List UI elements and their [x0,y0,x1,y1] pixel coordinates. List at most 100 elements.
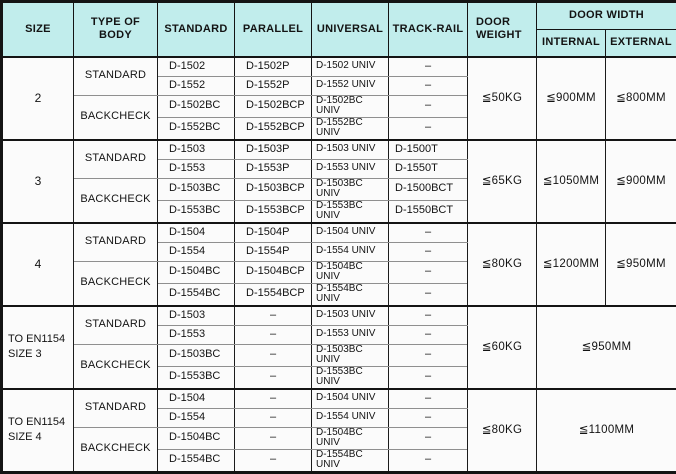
size-cell: 3 [2,140,74,223]
door-width-cell: ≦950MM [537,306,676,389]
track-rail-cell: – [389,57,468,77]
door-width-cell: ≦1100MM [537,389,676,473]
internal-width-cell: ≦1200MM [537,223,606,306]
parallel-model-cell: – [235,366,312,389]
standard-model-cell: D-1503 [158,140,235,160]
header-size: SIZE [2,2,74,57]
size-cell: 4 [2,223,74,306]
track-rail-cell: – [389,366,468,389]
internal-width-cell: ≦1050MM [537,140,606,223]
parallel-model-cell: D-1502P [235,57,312,77]
table-header: SIZE TYPE OF BODY STANDARD PARALLEL UNIV… [2,2,676,57]
track-rail-cell: – [389,223,468,243]
table-row: TO EN1154 SIZE 3 STANDARD D-1503 – D-150… [2,306,676,326]
standard-model-cell: D-1503 [158,306,235,326]
universal-model-cell: D-1503 UNIV [312,306,389,326]
track-rail-cell: D-1500BCT [389,178,468,200]
table-row: 2 STANDARD D-1502 D-1502P D-1502 UNIV – … [2,57,676,77]
body-type-cell: STANDARD [74,223,158,262]
parallel-model-cell: D-1554BCP [235,283,312,306]
parallel-model-cell: D-1552P [235,76,312,95]
universal-model-cell: D-1552BC UNIV [312,117,389,140]
body-type-cell: STANDARD [74,140,158,179]
track-rail-cell: – [389,344,468,366]
standard-model-cell: D-1553 [158,159,235,178]
universal-model-cell: D-1502 UNIV [312,57,389,77]
standard-model-cell: D-1504 [158,223,235,243]
header-door-weight: DOOR WEIGHT [468,2,537,57]
track-rail-cell: – [389,283,468,306]
universal-model-cell: D-1503 UNIV [312,140,389,160]
parallel-model-cell: D-1502BCP [235,95,312,117]
standard-model-cell: D-1554 [158,408,235,427]
track-rail-cell: D-1550BCT [389,200,468,223]
track-rail-cell: – [389,261,468,283]
header-parallel: PARALLEL [235,2,312,57]
door-weight-cell: ≦65KG [468,140,537,223]
standard-model-cell: D-1552 [158,76,235,95]
universal-model-cell: D-1552 UNIV [312,76,389,95]
header-universal: UNIVERSAL [312,2,389,57]
size-cell: TO EN1154 SIZE 4 [2,389,74,473]
standard-model-cell: D-1502 [158,57,235,77]
parallel-model-cell: – [235,408,312,427]
spec-sheet: SIZE TYPE OF BODY STANDARD PARALLEL UNIV… [0,0,676,432]
universal-model-cell: D-1503BC UNIV [312,344,389,366]
standard-model-cell: D-1504BC [158,261,235,283]
track-rail-cell: – [389,117,468,140]
external-width-cell: ≦900MM [606,140,676,223]
track-rail-cell: – [389,449,468,472]
size-cell: 2 [2,57,74,140]
body-type-cell: BACKCHECK [74,95,158,140]
door-weight-cell: ≦80KG [468,389,537,473]
standard-model-cell: D-1504 [158,389,235,409]
standard-model-cell: D-1504BC [158,427,235,449]
header-track-rail: TRACK-RAIL [389,2,468,57]
body-type-cell: BACKCHECK [74,178,158,223]
universal-model-cell: D-1504BC UNIV [312,427,389,449]
parallel-model-cell: D-1554P [235,242,312,261]
track-rail-cell: – [389,95,468,117]
parallel-model-cell: D-1503P [235,140,312,160]
standard-model-cell: D-1554BC [158,283,235,306]
parallel-model-cell: – [235,449,312,472]
parallel-model-cell: – [235,389,312,409]
universal-model-cell: D-1554BC UNIV [312,283,389,306]
parallel-model-cell: D-1504P [235,223,312,243]
parallel-model-cell: – [235,306,312,326]
body-type-cell: BACKCHECK [74,427,158,472]
body-type-cell: STANDARD [74,57,158,96]
universal-model-cell: D-1504 UNIV [312,223,389,243]
table-row: TO EN1154 SIZE 4 STANDARD D-1504 – D-150… [2,389,676,409]
door-weight-cell: ≦50KG [468,57,537,140]
universal-model-cell: D-1553 UNIV [312,159,389,178]
header-standard: STANDARD [158,2,235,57]
external-width-cell: ≦800MM [606,57,676,140]
table-row: 4 STANDARD D-1504 D-1504P D-1504 UNIV – … [2,223,676,243]
parallel-model-cell: D-1504BCP [235,261,312,283]
standard-model-cell: D-1503BC [158,178,235,200]
universal-model-cell: D-1553BC UNIV [312,200,389,223]
body-type-cell: STANDARD [74,306,158,345]
standard-model-cell: D-1553BC [158,366,235,389]
parallel-model-cell: – [235,325,312,344]
track-rail-cell: – [389,242,468,261]
internal-width-cell: ≦900MM [537,57,606,140]
track-rail-cell: – [389,408,468,427]
standard-model-cell: D-1553 [158,325,235,344]
standard-model-cell: D-1552BC [158,117,235,140]
universal-model-cell: D-1553 UNIV [312,325,389,344]
standard-model-cell: D-1553BC [158,200,235,223]
universal-model-cell: D-1553BC UNIV [312,366,389,389]
universal-model-cell: D-1554 UNIV [312,408,389,427]
track-rail-cell: D-1550T [389,159,468,178]
parallel-model-cell: D-1553BCP [235,200,312,223]
body-type-cell: STANDARD [74,389,158,428]
door-weight-cell: ≦60KG [468,306,537,389]
track-rail-cell: D-1500T [389,140,468,160]
table-body: 2 STANDARD D-1502 D-1502P D-1502 UNIV – … [2,57,676,473]
parallel-model-cell: D-1553P [235,159,312,178]
universal-model-cell: D-1503BC UNIV [312,178,389,200]
standard-model-cell: D-1554BC [158,449,235,472]
